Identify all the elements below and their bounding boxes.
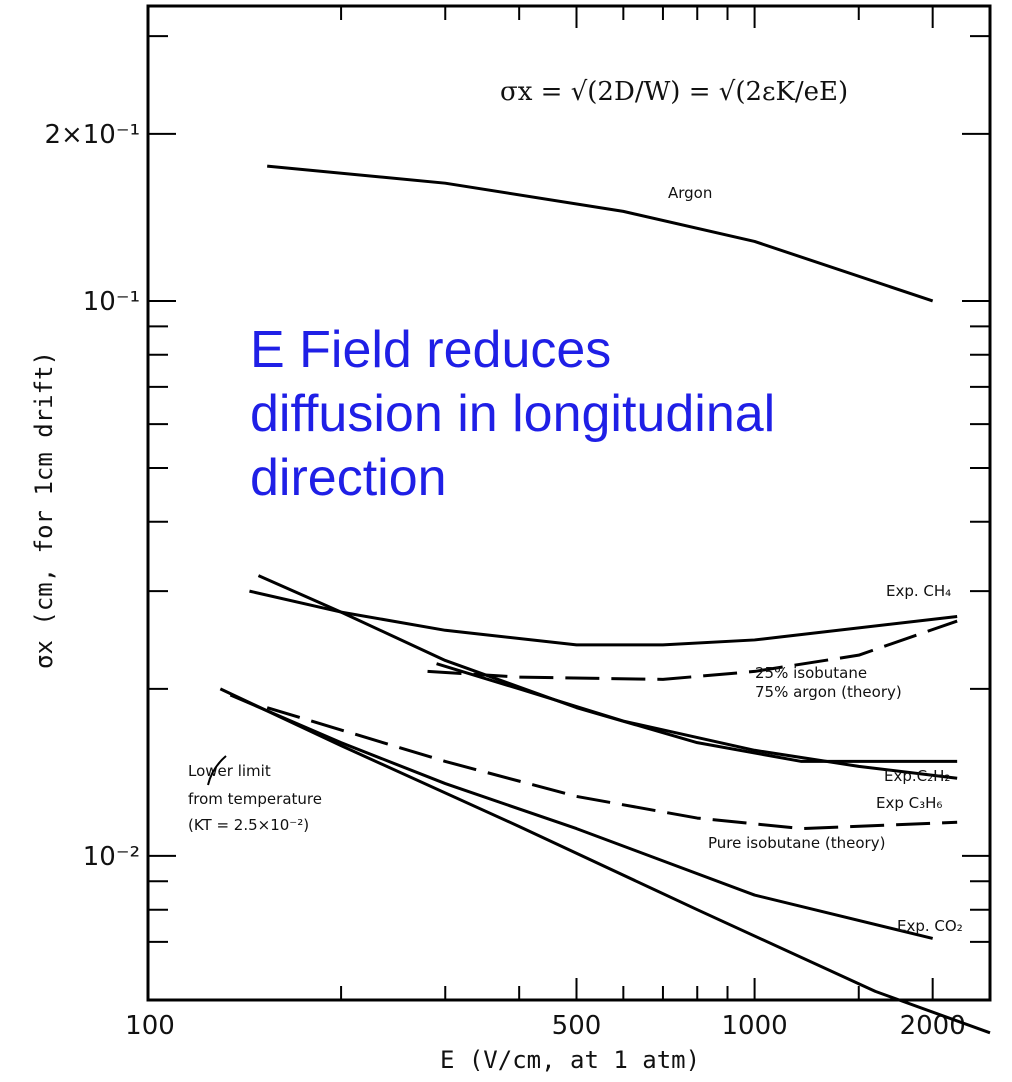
formula: σx = √(2D/W) = √(2εK/eE) <box>500 77 848 107</box>
y-axis-label: σx (cm, for 1cm drift) <box>30 351 58 669</box>
x-axis-label: E (V/cm, at 1 atm) <box>440 1046 700 1074</box>
series-lines <box>219 164 991 1035</box>
y-minor-ticks <box>148 35 990 943</box>
x-tick-label: 1000 <box>721 1011 787 1041</box>
series-line-7 <box>219 687 991 1035</box>
series-label: 25% isobutane <box>755 664 867 682</box>
x-tick-label: 100 <box>125 1011 175 1041</box>
y-ticks: 2×10⁻¹ 10⁻¹ 10⁻² <box>44 120 990 872</box>
series-line-6 <box>229 693 934 940</box>
annotation-line: E Field reduces <box>250 321 612 379</box>
lower-limit-leader <box>207 755 227 786</box>
y-tick-label: 10⁻² <box>83 842 140 872</box>
y-tick-label: 10⁻¹ <box>83 287 140 317</box>
x-tick-label: 2000 <box>900 1011 966 1041</box>
series-line-0 <box>267 164 934 303</box>
series-label: (KT = 2.5×10⁻²) <box>188 816 309 834</box>
series-line-4 <box>436 662 958 780</box>
x-tick-label: 500 <box>552 1011 602 1041</box>
series-label: from temperature <box>188 790 322 808</box>
y-tick-label: 2×10⁻¹ <box>44 120 140 150</box>
series-label: Lower limit <box>188 762 271 780</box>
series-label: Exp. CO₂ <box>897 917 963 935</box>
annotation: E Field reduces diffusion in longitudina… <box>250 318 950 510</box>
series-label: Pure isobutane (theory) <box>708 834 885 852</box>
series-label: Argon <box>668 184 712 202</box>
series-label: Exp. CH₄ <box>886 582 951 600</box>
plot-frame <box>146 4 992 1002</box>
series-line-5 <box>266 706 958 831</box>
series-label: 75% argon (theory) <box>755 683 902 701</box>
annotation-line: diffusion in longitudinal <box>250 385 776 443</box>
x-ticks: 100 500 1000 2000 <box>125 6 966 1041</box>
series-line-2 <box>427 619 958 681</box>
series-label: Exp C₃H₆ <box>876 794 942 812</box>
annotation-line: direction <box>250 449 447 507</box>
x-minor-ticks <box>340 6 860 1000</box>
series-label: Exp.C₂H₂ <box>884 767 950 785</box>
